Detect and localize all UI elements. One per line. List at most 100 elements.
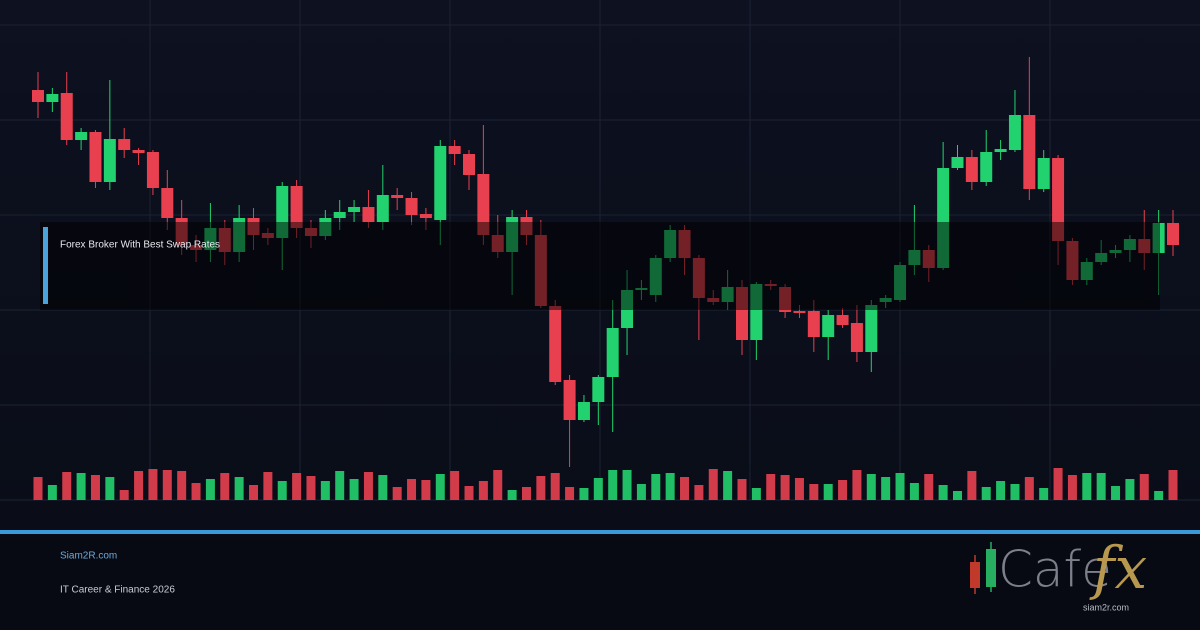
candle-body (563, 380, 576, 420)
volume-bar (378, 475, 388, 500)
volume-bar (838, 480, 848, 500)
volume-bar (823, 484, 833, 500)
candle-body (980, 152, 993, 182)
volume-bar (1024, 477, 1034, 500)
logo-site: siam2r.com (1083, 602, 1129, 612)
candle-body (1023, 115, 1036, 189)
candle-body (405, 198, 418, 215)
candle-body (362, 207, 375, 222)
title-panel (40, 222, 1160, 310)
candle-body (1052, 158, 1065, 241)
candle-body (132, 150, 145, 153)
candle-body (75, 132, 88, 140)
volume-bar (996, 481, 1006, 500)
candle-body (836, 315, 849, 325)
volume-bar (407, 479, 417, 500)
volume-bar (1010, 484, 1020, 500)
candle-body (793, 311, 806, 313)
volume-bar (938, 485, 948, 500)
volume-bar (852, 470, 862, 500)
volume-bar (507, 490, 517, 500)
volume-bar (1039, 488, 1049, 500)
volume-bar (737, 479, 747, 500)
candle-body (376, 195, 389, 222)
volume-bar (909, 483, 919, 500)
volume-bar (162, 470, 172, 500)
candle-body (807, 311, 820, 337)
volume-bar (1154, 491, 1164, 500)
volume-bars (33, 468, 1178, 500)
volume-bar (665, 473, 675, 500)
volume-bar (493, 470, 503, 500)
volume-bar (119, 490, 129, 500)
volume-bar (521, 487, 531, 500)
volume-bar (277, 481, 287, 500)
volume-bar (478, 481, 488, 500)
candle-body (89, 132, 102, 182)
volume-bar (1067, 475, 1077, 500)
volume-bar (593, 478, 603, 500)
candle-body (577, 402, 590, 420)
volume-bar (708, 469, 718, 500)
volume-bar (881, 477, 891, 500)
candle-body (103, 139, 116, 182)
candle-body (965, 157, 978, 182)
candle-body (549, 306, 562, 382)
volume-bar (967, 471, 977, 500)
volume-bar (1111, 486, 1121, 500)
candle-body (822, 315, 835, 337)
volume-bar (292, 473, 302, 500)
candle-body (1167, 223, 1179, 245)
candle-body (951, 157, 964, 168)
candle-body (60, 93, 73, 140)
volume-bar (263, 472, 273, 500)
volume-bar (392, 487, 402, 500)
candle-body (463, 154, 476, 175)
volume-bar (220, 473, 230, 500)
volume-bar (766, 474, 776, 500)
volume-bar (249, 485, 259, 500)
volume-bar (148, 469, 158, 500)
volume-bar (924, 474, 934, 500)
candle-body (434, 146, 447, 220)
volume-bar (234, 477, 244, 500)
volume-bar (895, 473, 905, 500)
candle-body (118, 139, 131, 150)
candle-body (32, 90, 44, 102)
candle-body (1008, 115, 1021, 150)
volume-bar (636, 484, 646, 500)
volume-bar (1096, 473, 1106, 500)
volume-bar (866, 474, 876, 500)
candle-body (1037, 158, 1050, 189)
volume-bar (134, 471, 144, 500)
volume-bar (205, 479, 215, 500)
volume-bar (62, 472, 72, 500)
volume-bar (751, 488, 761, 500)
volume-bar (1168, 470, 1178, 500)
volume-bar (1125, 479, 1135, 500)
volume-bar (33, 477, 43, 500)
volume-bar (1139, 474, 1149, 500)
volume-bar (952, 491, 962, 500)
candle-body (477, 174, 490, 235)
volume-bar (536, 476, 546, 500)
footer-background (0, 534, 1200, 630)
volume-bar (335, 471, 345, 500)
candle-body (161, 188, 174, 218)
volume-bar (90, 475, 100, 500)
volume-bar (809, 484, 819, 500)
title-accent (43, 227, 48, 304)
candle-body (419, 214, 432, 218)
volume-bar (651, 474, 661, 500)
volume-bar (450, 471, 460, 500)
volume-bar (421, 480, 431, 500)
volume-bar (622, 470, 632, 500)
volume-bar (780, 475, 790, 500)
volume-bar (464, 486, 474, 500)
candle-body (850, 323, 863, 352)
volume-bar (608, 470, 618, 500)
volume-bar (981, 487, 991, 500)
volume-bar (47, 485, 57, 500)
